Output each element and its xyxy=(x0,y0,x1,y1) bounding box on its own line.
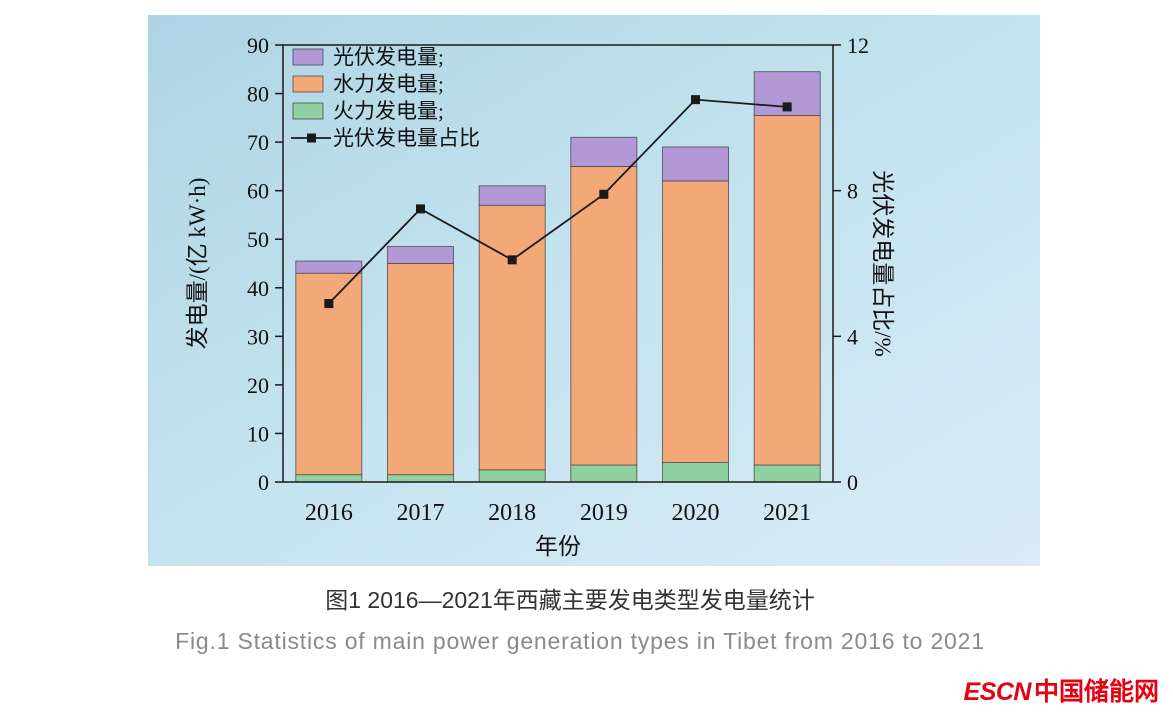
bar-segment-水力发电量-2019 xyxy=(570,165,638,466)
caption-chinese: 图1 2016—2021年西藏主要发电类型发电量统计 xyxy=(325,587,815,613)
right-axis-tick-label: 4 xyxy=(847,324,858,349)
bar-segment-水力发电量-2018 xyxy=(478,204,546,471)
bar-segment-光伏发电量-2019 xyxy=(570,136,638,167)
x-tick-label: 2018 xyxy=(488,500,536,526)
legend-label: 光伏发电量; xyxy=(333,45,444,69)
bar-segment-火力发电量-2016 xyxy=(295,474,363,483)
legend-label: 火力发电量; xyxy=(333,99,444,123)
left-axis-tick-label: 60 xyxy=(247,179,269,204)
line-series-光伏发电量占比 xyxy=(328,98,788,305)
x-tick-label: 2020 xyxy=(672,500,720,526)
bar-segment-水力发电量-2017 xyxy=(387,263,454,476)
left-axis-tick-label: 80 xyxy=(247,82,269,107)
line-marker-2017 xyxy=(416,204,425,214)
bar-segment-火力发电量-2017 xyxy=(387,474,454,483)
bar-segment-光伏发电量-2016 xyxy=(295,260,363,274)
right-axis-tick-label: 12 xyxy=(847,33,869,58)
right-axis-tick-label: 0 xyxy=(847,470,858,495)
right-axis-title: 光伏发电量占比/% xyxy=(870,170,895,357)
legend-line-marker xyxy=(307,133,316,143)
left-axis-tick-label: 40 xyxy=(247,276,269,301)
bar-segment-光伏发电量-2021 xyxy=(753,71,821,116)
x-tick-label: 2016 xyxy=(305,500,353,526)
bar-segment-光伏发电量-2020 xyxy=(662,146,729,182)
legend-label: 光伏发电量占比 xyxy=(333,126,480,150)
plot-frame xyxy=(282,44,834,483)
chart: 0 10 20 30 40 50 60 70 80 90 0 4 8 12 2016 2017 2018 2019… xyxy=(185,33,895,559)
bar-segment-火力发电量-2020 xyxy=(662,462,729,483)
line-marker-2020 xyxy=(691,95,700,105)
bar-segment-水力发电量-2021 xyxy=(753,115,821,466)
escn-logo-en: ESCN xyxy=(963,678,1032,706)
legend-swatch-火力发电量; xyxy=(292,102,324,120)
right-axis-tick-label: 8 xyxy=(847,179,858,204)
bar-segment-火力发电量-2021 xyxy=(753,464,821,483)
caption-english: Fig.1 Statistics of main power generatio… xyxy=(175,628,985,654)
legend-swatch-水力发电量; xyxy=(292,75,324,93)
line-marker-2016 xyxy=(324,299,334,309)
line-marker-2018 xyxy=(507,255,517,265)
left-axis-tick-label: 30 xyxy=(247,324,269,349)
left-axis-tick-label: 70 xyxy=(247,130,269,155)
escn-logo-cn: 中国储能网 xyxy=(1033,678,1159,706)
left-axis-tick-label: 0 xyxy=(258,470,269,495)
left-axis-tick-label: 20 xyxy=(247,373,269,398)
legend-swatch-光伏发电量; xyxy=(292,48,324,66)
line-marker-2021 xyxy=(782,102,792,112)
left-axis-tick-label: 90 xyxy=(247,33,269,58)
bar-segment-光伏发电量-2017 xyxy=(387,246,454,264)
bar-segment-光伏发电量-2018 xyxy=(478,185,546,206)
left-axis-tick-label: 50 xyxy=(247,227,269,252)
x-axis-title: 年份 xyxy=(535,534,581,559)
left-axis-tick-label: 10 xyxy=(247,421,269,446)
line-marker-2019 xyxy=(599,189,609,199)
bar-segment-火力发电量-2019 xyxy=(570,464,638,483)
bar-segment-水力发电量-2020 xyxy=(662,180,729,463)
bar-segment-火力发电量-2018 xyxy=(478,469,546,483)
x-tick-label: 2017 xyxy=(397,500,445,526)
chart-panel: 0 10 20 30 40 50 60 70 80 90 0 4 8 12 2016 2017 2018 2019… xyxy=(148,15,1040,566)
escn-logo: ESCN 中国储能网 xyxy=(964,672,1159,708)
x-tick-label: 2019 xyxy=(580,500,628,526)
left-axis-title: 发电量/(亿 kW·h) xyxy=(185,178,210,350)
x-tick-label: 2021 xyxy=(763,500,811,526)
legend-label: 水力发电量; xyxy=(333,72,444,96)
